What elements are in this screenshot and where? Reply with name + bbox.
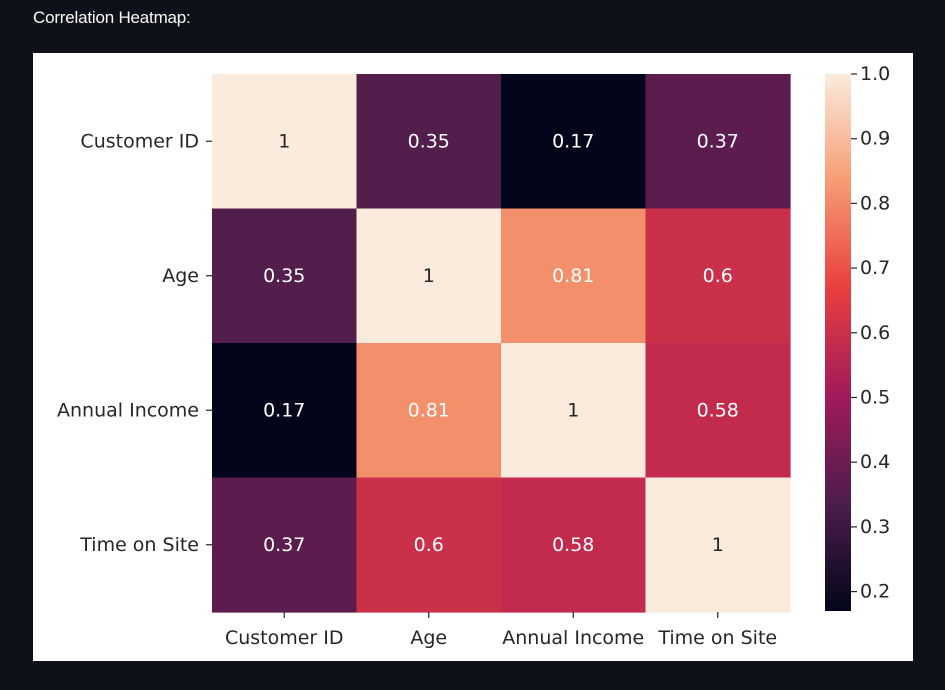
heatmap-cell-0-0 — [212, 74, 358, 210]
x-tick-label: Age — [410, 627, 447, 649]
colorbar-tick-label: 0.5 — [860, 386, 890, 408]
cell-annotation: 1 — [712, 534, 724, 556]
heatmap-cell-3-3 — [645, 477, 791, 613]
colorbar: 0.2 0.3 0.4 0.5 0.6 0.7 0.8 0.9 1.0 — [825, 63, 890, 611]
page-title: Correlation Heatmap: — [33, 8, 191, 27]
heatmap-cell-2-0 — [212, 343, 358, 479]
cell-annotation: 0.17 — [263, 399, 305, 421]
heatmap-cell-2-3 — [645, 343, 791, 479]
heatmap-annotations: 1 0.35 0.17 0.37 0.35 1 0.81 0.6 0.17 0.81 1 0.58 0.… — [263, 130, 739, 556]
heatmap-cell-1-3 — [645, 208, 791, 344]
colorbar-tick-label: 0.3 — [860, 516, 890, 538]
colorbar-gradient — [825, 74, 851, 611]
x-axis: Customer ID Age Annual Income Time on Site — [225, 612, 777, 649]
cell-annotation: 0.6 — [414, 534, 444, 556]
correlation-heatmap: 1 0.35 0.17 0.370.35 1 0.81 0.60.17 0.81 1 0.580.… — [57, 63, 890, 649]
colorbar-tick-label: 0.4 — [860, 451, 890, 473]
cell-annotation: 0.6 — [703, 265, 733, 287]
colorbar-tick-label: 0.6 — [860, 322, 890, 344]
cell-annotation: 1 — [278, 130, 290, 152]
colorbar-tick-label: 0.9 — [860, 128, 890, 150]
x-tick-label: Annual Income — [502, 627, 644, 649]
cell-annotation: 0.35 — [263, 265, 305, 287]
heatmap-cell-2-1 — [356, 343, 502, 479]
heatmap-cell-1-0 — [212, 208, 358, 344]
colorbar-tick-label: 0.8 — [860, 192, 890, 214]
cell-annotation: 0.58 — [552, 534, 594, 556]
colorbar-tick-label: 0.2 — [860, 581, 890, 603]
heatmap-cell-0-2 — [501, 74, 647, 210]
cell-annotation: 0.17 — [552, 130, 594, 152]
cell-annotation: 0.37 — [697, 130, 739, 152]
cell-annotation: 0.81 — [408, 399, 450, 421]
heatmap-cell-3-2 — [501, 477, 647, 613]
colorbar-tick-label: 0.7 — [860, 257, 890, 279]
cell-annotation: 0.81 — [552, 265, 594, 287]
x-tick-label: Time on Site — [657, 627, 777, 649]
colorbar-tick-label: 1.0 — [860, 63, 890, 85]
y-tick-label: Age — [162, 265, 199, 287]
heatmap-cell-3-1 — [356, 477, 502, 613]
heatmap-cell-0-1 — [356, 74, 502, 210]
cell-annotation: 0.37 — [263, 534, 305, 556]
heatmap-cell-1-2 — [501, 208, 647, 344]
cell-annotation: 1 — [567, 399, 579, 421]
y-axis: Customer ID Age Annual Income Time on Site — [57, 130, 212, 556]
cell-annotation: 0.58 — [697, 399, 739, 421]
heatmap-cell-3-0 — [212, 477, 358, 613]
heatmap-cell-1-1 — [356, 208, 502, 344]
heatmap-cells — [212, 74, 791, 613]
y-tick-label: Annual Income — [57, 399, 199, 421]
cell-annotation: 0.35 — [408, 130, 450, 152]
heatmap-cell-0-3 — [645, 74, 791, 210]
heatmap-cell-2-2 — [501, 343, 647, 479]
x-tick-label: Customer ID — [225, 627, 344, 649]
y-tick-label: Customer ID — [80, 130, 199, 152]
y-tick-label: Time on Site — [79, 534, 199, 556]
cell-annotation: 1 — [423, 265, 435, 287]
heatmap-figure: 1 0.35 0.17 0.37 0.35 1 0.81 0.6 0.17 0.81 1 0.58 0.… — [33, 53, 913, 661]
